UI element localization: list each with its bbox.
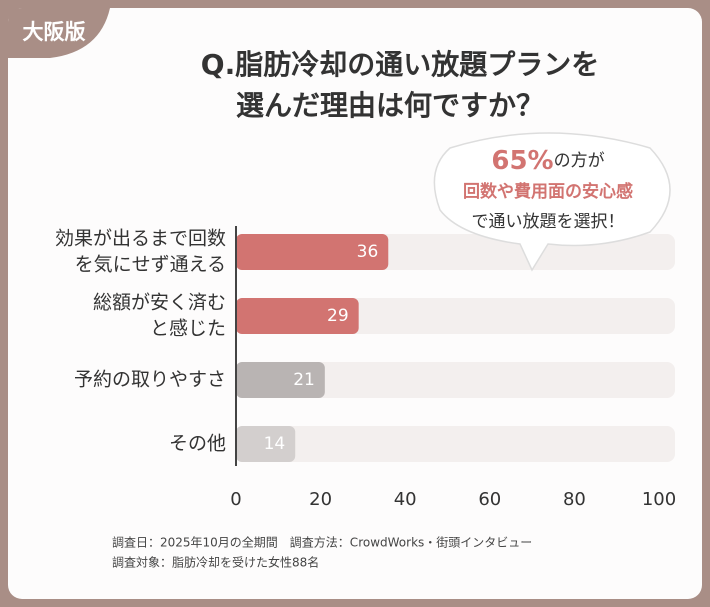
chart-title: 選んだ理由は何ですか？ — [236, 89, 544, 122]
bar — [236, 426, 296, 462]
x-tick-label: 0 — [230, 489, 241, 510]
x-tick-label: 80 — [563, 489, 586, 510]
callout-line: で通い放題を選択！ — [472, 212, 625, 232]
badge-bg — [8, 8, 110, 58]
bar-track — [236, 362, 675, 398]
x-tick-label: 60 — [478, 489, 501, 510]
footnote: 調査日：2025年10月の全期間 調査方法：CrowdWorks・街頭インタビュ… — [112, 535, 532, 550]
x-tick-label: 20 — [309, 489, 332, 510]
footnote: 調査対象：脂肪冷却を受けた女性88名 — [112, 555, 319, 570]
chart-title: Q.脂肪冷却の通い放題プランを — [201, 48, 599, 81]
callout-line: 65%の方が — [491, 146, 604, 176]
value-label: 14 — [264, 434, 286, 454]
category-label: 予約の取りやすさ — [74, 369, 226, 391]
callout-bubble — [433, 132, 671, 272]
x-tick-label: 100 — [642, 489, 676, 510]
category-label: と感じた — [150, 318, 226, 340]
bar — [236, 234, 389, 270]
badge: 大阪版 — [23, 20, 86, 44]
category-label: その他 — [169, 433, 226, 455]
callout-text: の方が — [554, 151, 605, 171]
value-label: 21 — [293, 370, 315, 390]
category-label: 総額が安く済む — [93, 292, 226, 314]
callout-highlight: 65% — [491, 146, 553, 176]
category-label: を気にせず通える — [75, 254, 226, 276]
callout-line: 回数や費用面の安心感 — [463, 181, 633, 202]
value-label: 29 — [327, 306, 349, 326]
value-label: 36 — [357, 242, 379, 262]
bar — [236, 298, 359, 334]
x-tick-label: 40 — [394, 489, 417, 510]
bar — [236, 362, 325, 398]
bar-track — [236, 426, 675, 462]
category-label: 効果が出るまで回数 — [55, 228, 226, 250]
